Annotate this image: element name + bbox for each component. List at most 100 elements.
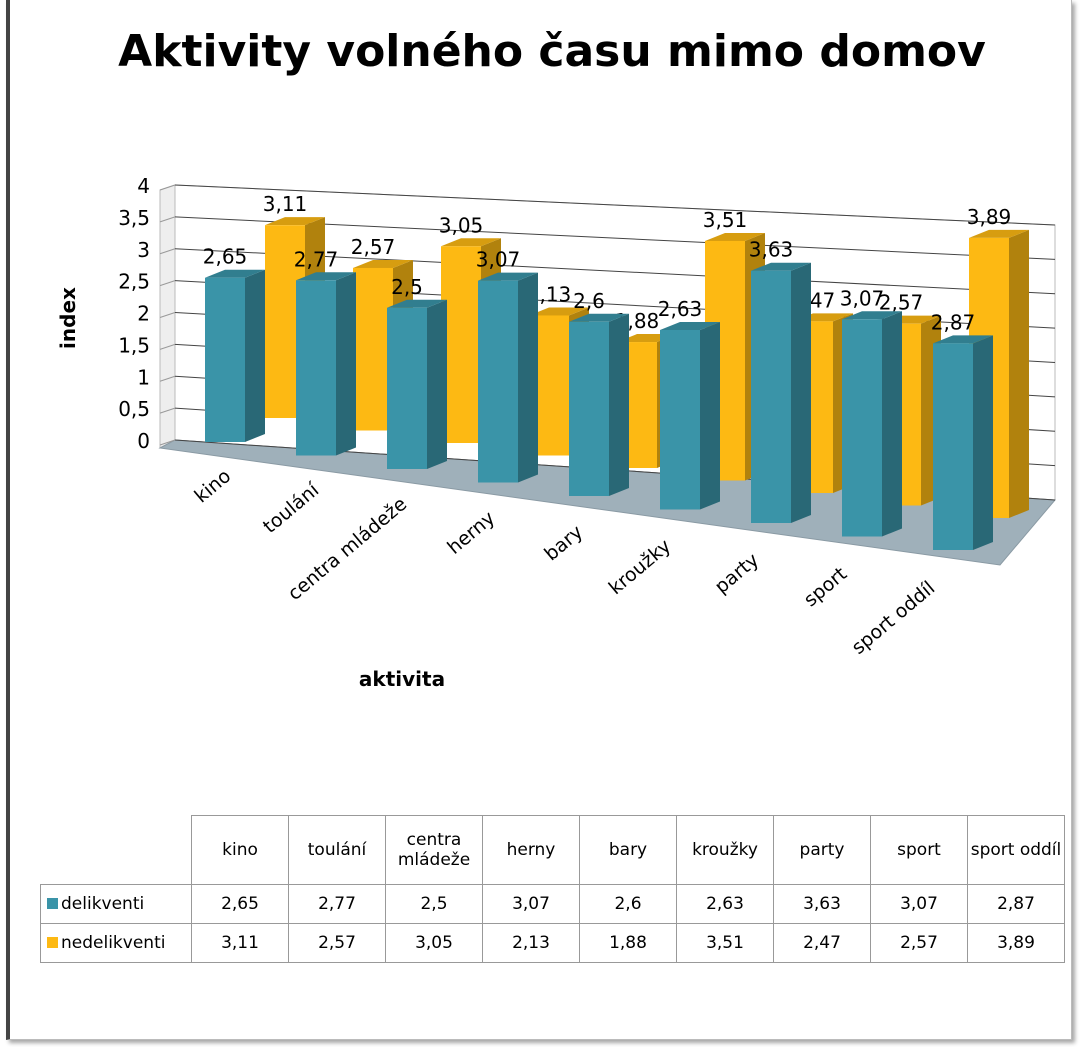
bar-front — [205, 277, 245, 442]
bar-top — [205, 269, 265, 278]
bar-top — [529, 307, 589, 316]
table-cell: 2,5 — [385, 884, 483, 924]
bar-top — [705, 232, 765, 241]
data-label: 2,5 — [391, 275, 423, 299]
bar-side — [700, 322, 720, 510]
bar-side — [336, 272, 356, 456]
table-header-cell: kroužky — [676, 815, 774, 885]
bar-side — [973, 335, 993, 550]
table-cell: 3,89 — [967, 923, 1065, 963]
bar-side — [882, 311, 902, 537]
tick-mark — [159, 407, 176, 414]
tick-mark — [159, 280, 176, 287]
data-label: 3,07 — [840, 286, 885, 310]
legend-entry: nedelikventi — [40, 923, 192, 963]
legend-entry: delikventi — [40, 884, 192, 924]
bar-side — [1009, 229, 1029, 519]
table-header-cell: bary — [579, 815, 677, 885]
bar-front — [751, 270, 791, 523]
x-axis-title: aktivita — [359, 667, 445, 691]
tick-mark — [159, 248, 176, 255]
table-cell: 3,05 — [385, 923, 483, 963]
y-tick-label: 1,5 — [118, 333, 150, 357]
bar-top — [933, 335, 993, 344]
data-table: kino toulání centra mládeže herny bary kroužk… — [40, 815, 1065, 963]
table-header-cell: centra mládeže — [385, 815, 483, 885]
y-tick-label: 4 — [137, 174, 150, 198]
bar-side — [609, 313, 629, 496]
table-cell: 2,63 — [676, 884, 774, 924]
data-label: 3,07 — [476, 248, 521, 272]
table-cell: 2,87 — [967, 884, 1065, 924]
bar — [569, 313, 629, 496]
bar — [478, 272, 538, 483]
table-cell: 2,57 — [870, 923, 968, 963]
data-label: 2,87 — [931, 310, 976, 334]
legend-label: nedelikventi — [61, 933, 166, 953]
table-corner — [40, 815, 192, 885]
table-header-cell: sport — [870, 815, 968, 885]
tick-mark — [159, 184, 176, 191]
table-cell: 3,63 — [773, 884, 871, 924]
table-header-row: kino toulání centra mládeže herny bary kroužk… — [40, 815, 1065, 885]
table-cell: 2,47 — [773, 923, 871, 963]
x-tick-label: bary — [540, 521, 587, 565]
bar — [751, 262, 811, 523]
table-cell: 2,13 — [482, 923, 580, 963]
bar-top — [441, 238, 501, 247]
bar-front — [842, 319, 882, 537]
data-label: 3,89 — [967, 205, 1012, 229]
bar-side — [791, 262, 811, 523]
bar-top — [353, 259, 413, 268]
data-label: 2,57 — [879, 291, 924, 315]
y-tick-label: 0 — [137, 429, 150, 453]
table-header-cell: sport oddíl — [967, 815, 1065, 885]
y-tick-label: 0,5 — [118, 397, 150, 421]
bar-top — [478, 272, 538, 281]
bar-front — [660, 330, 700, 510]
bar — [842, 311, 902, 537]
table-cell: 3,07 — [870, 884, 968, 924]
bar — [660, 322, 720, 510]
bar-front — [569, 321, 609, 496]
frame — [6, 0, 1072, 1040]
table-cell: 2,77 — [288, 884, 386, 924]
y-tick-label: 2,5 — [118, 270, 150, 294]
tick-mark — [159, 439, 176, 446]
table-cell: 2,65 — [191, 884, 289, 924]
y-axis-title: index — [56, 287, 80, 349]
x-tick-label: sport — [800, 563, 852, 611]
table-row: delikventi 2,65 2,77 2,5 3,07 2,6 2,63 3,63 3,07… — [40, 884, 1065, 924]
bar-front — [478, 280, 518, 483]
x-tick-label: sport oddíl — [848, 577, 940, 659]
table-cell: 2,6 — [579, 884, 677, 924]
bar — [296, 272, 356, 456]
table-cell: 3,11 — [191, 923, 289, 963]
bar-top — [969, 229, 1029, 238]
data-label: 2,57 — [351, 235, 396, 259]
table-cell: 1,88 — [579, 923, 677, 963]
bar-top — [569, 313, 629, 322]
x-tick-label: kroužky — [605, 535, 676, 599]
legend-label: delikventi — [61, 894, 145, 914]
bar-side — [427, 299, 447, 469]
table-header-cell: toulání — [288, 815, 386, 885]
tick-mark — [159, 312, 176, 318]
table-row: nedelikventi 3,11 2,57 3,05 2,13 1,88 3,51 2,47… — [40, 923, 1065, 963]
bar-top — [751, 262, 811, 271]
y-tick-label: 3 — [137, 238, 150, 262]
bar — [387, 299, 447, 469]
bar — [205, 269, 265, 442]
table-cell: 3,51 — [676, 923, 774, 963]
data-label: 3,63 — [749, 238, 794, 262]
bar-top — [265, 217, 325, 226]
chart-title: Aktivity volného času mimo domov — [118, 26, 986, 77]
bar-front — [353, 267, 393, 431]
bar-top — [296, 272, 356, 281]
x-tick-label: herny — [443, 507, 499, 559]
data-label: 3,11 — [263, 192, 308, 216]
bar-top — [387, 299, 447, 308]
table-cell: 2,57 — [288, 923, 386, 963]
bar-front — [933, 343, 973, 550]
